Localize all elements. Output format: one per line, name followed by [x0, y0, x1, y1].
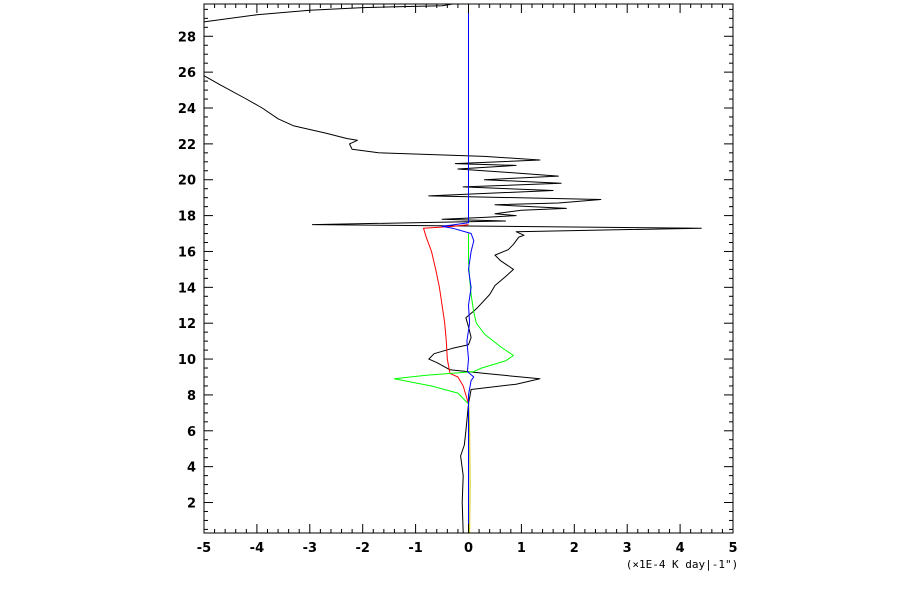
y-tick-label: 6: [187, 425, 196, 440]
y-tick-label: 22: [178, 138, 196, 153]
series-line-4: [393, 233, 514, 533]
y-tick-label: 14: [178, 281, 196, 296]
y-tick-label: 16: [178, 245, 196, 260]
ticks-layer: [203, 4, 734, 533]
series-line-6: [441, 4, 475, 533]
series-line-5: [468, 394, 471, 534]
x-tick-label: -1: [408, 541, 422, 556]
y-tick-label: 10: [178, 353, 196, 368]
y-tick-label: 28: [178, 30, 196, 45]
x-tick-label: -3: [303, 541, 317, 556]
x-tick-label: -2: [355, 541, 369, 556]
x-tick-label: -5: [197, 541, 211, 556]
y-tick-label: 12: [178, 317, 196, 332]
x-tick-label: 1: [517, 541, 526, 556]
x-tick-label: 2: [570, 541, 579, 556]
series-line-1: [203, 75, 702, 534]
y-tick-label: 24: [178, 102, 196, 117]
x-tick-label: 3: [623, 541, 632, 556]
y-tick-label: 8: [187, 389, 196, 404]
series-line-2: [203, 3, 453, 23]
x-tick-label: -4: [250, 541, 264, 556]
y-tick-label: 18: [178, 210, 196, 225]
series-layer: [203, 3, 702, 534]
y-tick-label: 26: [178, 66, 196, 81]
series-line-3: [423, 224, 469, 405]
y-tick-label: 2: [187, 497, 196, 512]
x-tick-label: 0: [464, 541, 473, 556]
x-tick-label: 5: [728, 541, 737, 556]
y-tick-label: 4: [187, 461, 196, 476]
y-tick-label: 20: [178, 174, 196, 189]
x-axis-unit-label: (×1E-4 K day|-1"): [626, 558, 739, 571]
x-tick-label: 4: [676, 541, 685, 556]
